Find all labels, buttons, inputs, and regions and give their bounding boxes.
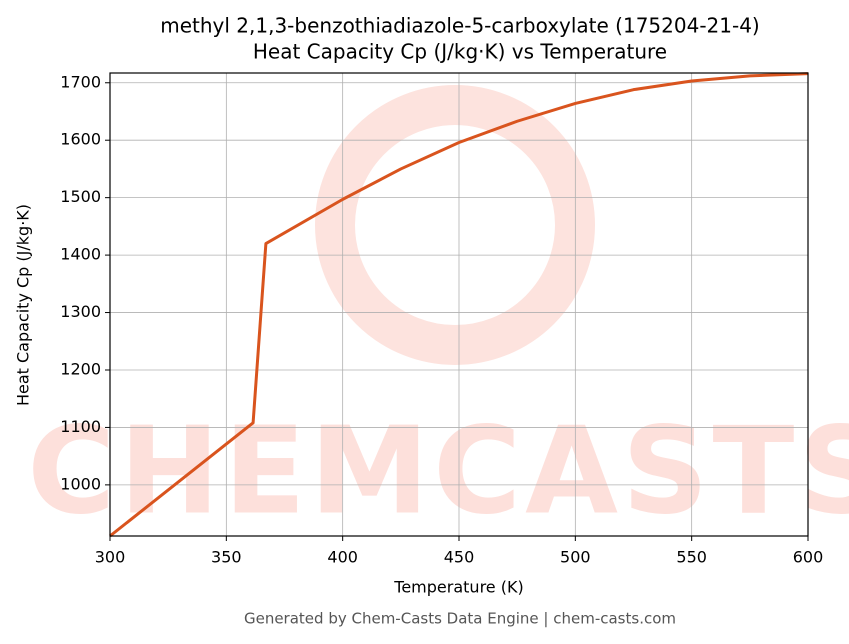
y-tick-label: 1500 — [60, 187, 101, 206]
y-axis-label: Heat Capacity Cp (J/kg·K) — [14, 204, 33, 406]
x-tick-label: 300 — [95, 548, 126, 567]
chart-title: methyl 2,1,3-benzothiadiazole-5-carboxyl… — [160, 14, 760, 38]
x-tick-label: 500 — [560, 548, 591, 567]
y-tick-label: 1400 — [60, 245, 101, 264]
x-tick-label: 600 — [793, 548, 824, 567]
y-tick-label: 1300 — [60, 302, 101, 321]
chart-subtitle: Heat Capacity Cp (J/kg·K) vs Temperature — [253, 40, 667, 64]
y-tick-label: 1000 — [60, 474, 101, 493]
x-tick-label: 450 — [444, 548, 475, 567]
data-line — [109, 72, 809, 538]
x-tick-label: 550 — [676, 548, 707, 567]
y-tick-label: 1700 — [60, 72, 101, 91]
x-tick-label: 400 — [327, 548, 358, 567]
x-tick-label: 350 — [211, 548, 242, 567]
x-axis-label: Temperature (K) — [393, 578, 523, 597]
plot-frame — [109, 72, 809, 537]
y-tick-label: 1200 — [60, 359, 101, 378]
y-tick-label: 1600 — [60, 130, 101, 149]
y-tick-label: 1100 — [60, 417, 101, 436]
watermark-logo — [315, 85, 595, 365]
watermark: CHEMCASTS — [27, 403, 849, 542]
footer: Generated by Chem-Casts Data Engine | ch… — [244, 610, 676, 628]
